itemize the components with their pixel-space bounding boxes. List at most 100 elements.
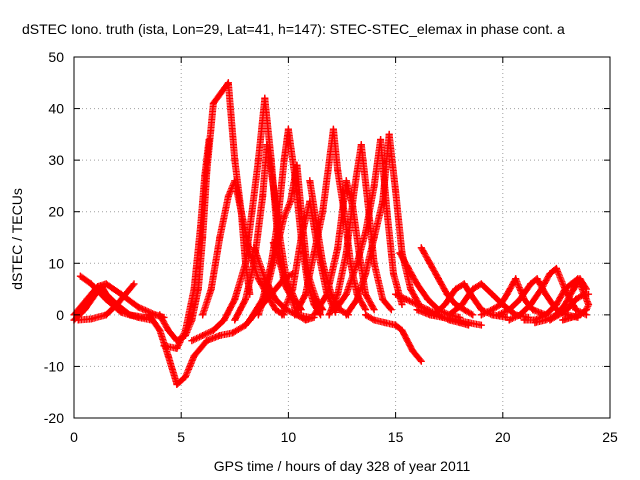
data-point (250, 244, 258, 252)
data-point (216, 331, 224, 339)
data-point (572, 295, 580, 303)
data-point (392, 187, 400, 195)
data-point (87, 280, 95, 288)
data-series (325, 141, 395, 319)
data-point (278, 311, 286, 319)
data-point (567, 313, 575, 321)
data-point (370, 306, 378, 314)
data-point (576, 275, 584, 283)
x-tick-label: 0 (70, 429, 78, 445)
data-point (196, 223, 204, 231)
data-point (417, 244, 425, 252)
data-point (229, 329, 237, 337)
data-point (317, 311, 325, 319)
data-point (409, 347, 417, 355)
data-series (70, 280, 168, 321)
data-point (199, 331, 207, 339)
data-point (156, 326, 164, 334)
data-point (102, 311, 110, 319)
data-point (293, 161, 301, 169)
x-tick-label: 10 (281, 429, 297, 445)
data-point (516, 311, 524, 319)
data-point (280, 213, 288, 221)
data-point (370, 182, 378, 190)
data-point (181, 373, 189, 381)
data-point (310, 311, 318, 319)
data-series (413, 306, 485, 329)
data-point (342, 249, 350, 257)
axis-ticks (73, 56, 611, 419)
data-point (113, 301, 121, 309)
data-point (209, 99, 217, 107)
data-point (529, 306, 537, 314)
data-point (259, 192, 267, 200)
chart-title: dSTEC Iono. truth (ista, Lon=29, Lat=41,… (22, 21, 565, 37)
data-point (488, 306, 496, 314)
data-point (231, 177, 239, 185)
data-point (570, 285, 578, 293)
data-point (477, 311, 485, 319)
x-tick-label: 15 (388, 429, 404, 445)
data-point (145, 311, 153, 319)
data-point (205, 136, 213, 144)
data-point (231, 316, 239, 324)
data-point (370, 316, 378, 324)
y-tick-label: 50 (48, 49, 64, 65)
data-point (297, 208, 305, 216)
data-point (512, 275, 520, 283)
data-point (342, 311, 350, 319)
data-point (439, 313, 447, 321)
data-point (503, 290, 511, 298)
data-point (276, 259, 284, 267)
data-point (362, 228, 370, 236)
data-point (272, 295, 280, 303)
data-point (392, 290, 400, 298)
data-point (582, 285, 590, 293)
data-point (381, 319, 389, 327)
data-point (495, 311, 503, 319)
data-point (445, 311, 453, 319)
data-point (201, 172, 209, 180)
plot-frame (73, 56, 611, 419)
data-point (505, 306, 513, 314)
data-point (582, 306, 590, 314)
data-point (362, 311, 370, 319)
data-point (460, 306, 468, 314)
data-point (124, 288, 132, 296)
data-point (452, 316, 460, 324)
data-point (527, 280, 535, 288)
data-point (302, 290, 310, 298)
data-point (334, 290, 342, 298)
data-point (325, 311, 333, 319)
data-point (220, 316, 228, 324)
data-point (246, 249, 254, 257)
data-point (426, 259, 434, 267)
data-series (160, 136, 213, 352)
data-point (284, 125, 292, 133)
data-point (310, 249, 318, 257)
data-point (342, 290, 350, 298)
data-point (357, 141, 365, 149)
data-point (254, 311, 262, 319)
data-point (272, 306, 280, 314)
series-trail (160, 137, 213, 352)
data-point (209, 326, 217, 334)
data-point (190, 352, 198, 360)
data-point (231, 295, 239, 303)
data-point (398, 301, 406, 309)
data-point (199, 311, 207, 319)
data-point (261, 275, 269, 283)
data-point (263, 141, 271, 149)
data-point (81, 306, 89, 314)
data-point (117, 290, 125, 298)
data-point (561, 301, 569, 309)
data-series-layer (70, 79, 593, 388)
data-point (464, 319, 472, 327)
data-series (332, 136, 406, 314)
data-point (469, 311, 477, 319)
data-point (231, 156, 239, 164)
data-point (334, 244, 342, 252)
data-series (362, 311, 425, 365)
data-point (559, 316, 567, 324)
data-point (477, 321, 485, 329)
